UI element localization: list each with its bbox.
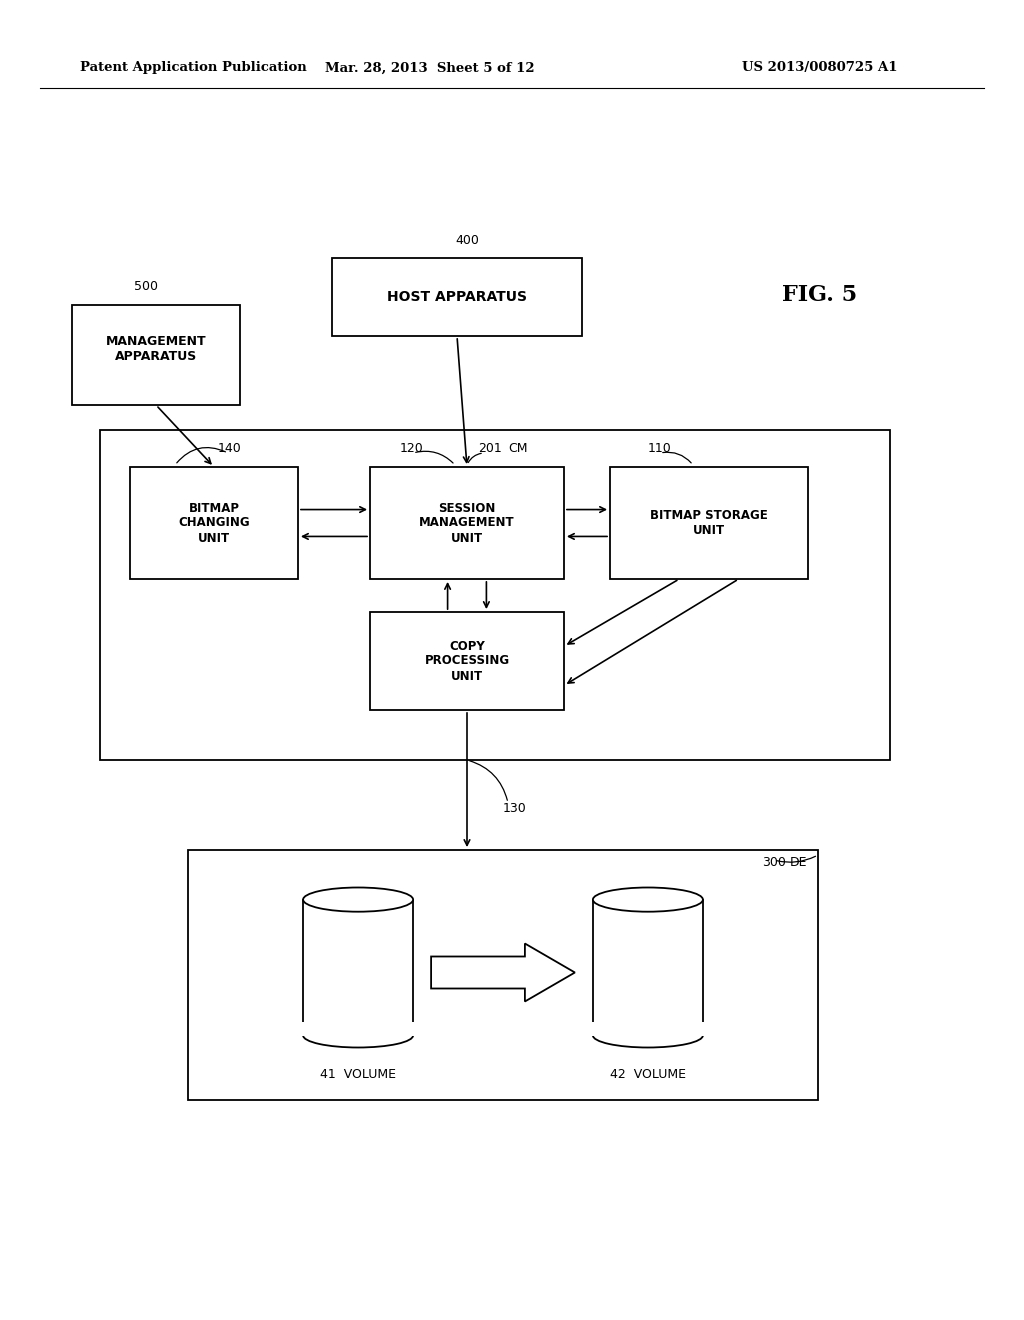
Text: CM: CM [508, 441, 527, 454]
Text: HOST APPARATUS: HOST APPARATUS [387, 290, 527, 304]
Text: COPY
PROCESSING
UNIT: COPY PROCESSING UNIT [424, 639, 510, 682]
Bar [610, 467, 808, 579]
Text: MANAGEMENT
APPARATUS: MANAGEMENT APPARATUS [105, 335, 206, 363]
Text: 400: 400 [455, 234, 479, 247]
Ellipse shape [593, 887, 702, 912]
Text: SESSION
MANAGEMENT
UNIT: SESSION MANAGEMENT UNIT [419, 502, 515, 544]
Bar [370, 467, 564, 579]
Text: 110: 110 [648, 441, 672, 454]
Text: 300: 300 [762, 855, 785, 869]
Text: BITMAP
CHANGING
UNIT: BITMAP CHANGING UNIT [178, 502, 250, 544]
Bar [188, 850, 818, 1100]
Polygon shape [431, 944, 574, 1002]
Text: DE: DE [790, 855, 808, 869]
Text: 120: 120 [400, 441, 424, 454]
Bar [303, 900, 413, 1035]
Bar [130, 467, 298, 579]
Ellipse shape [303, 1023, 413, 1048]
Text: 42  VOLUME: 42 VOLUME [610, 1068, 686, 1081]
Text: Mar. 28, 2013  Sheet 5 of 12: Mar. 28, 2013 Sheet 5 of 12 [326, 62, 535, 74]
Bar [302, 1022, 414, 1036]
Text: 201: 201 [478, 441, 502, 454]
Bar [593, 900, 702, 1035]
Text: BITMAP STORAGE
UNIT: BITMAP STORAGE UNIT [650, 510, 768, 537]
Ellipse shape [303, 887, 413, 912]
Ellipse shape [593, 1023, 702, 1048]
Bar [100, 430, 890, 760]
Text: 41  VOLUME: 41 VOLUME [321, 1068, 396, 1081]
Text: 130: 130 [503, 801, 526, 814]
Text: FIG. 5: FIG. 5 [782, 284, 857, 306]
Text: 500: 500 [134, 281, 158, 293]
Bar [332, 257, 582, 337]
Text: 140: 140 [218, 441, 242, 454]
Bar [72, 305, 240, 405]
Bar [370, 612, 564, 710]
Bar [592, 1022, 703, 1036]
Text: US 2013/0080725 A1: US 2013/0080725 A1 [742, 62, 898, 74]
Text: Patent Application Publication: Patent Application Publication [80, 62, 307, 74]
